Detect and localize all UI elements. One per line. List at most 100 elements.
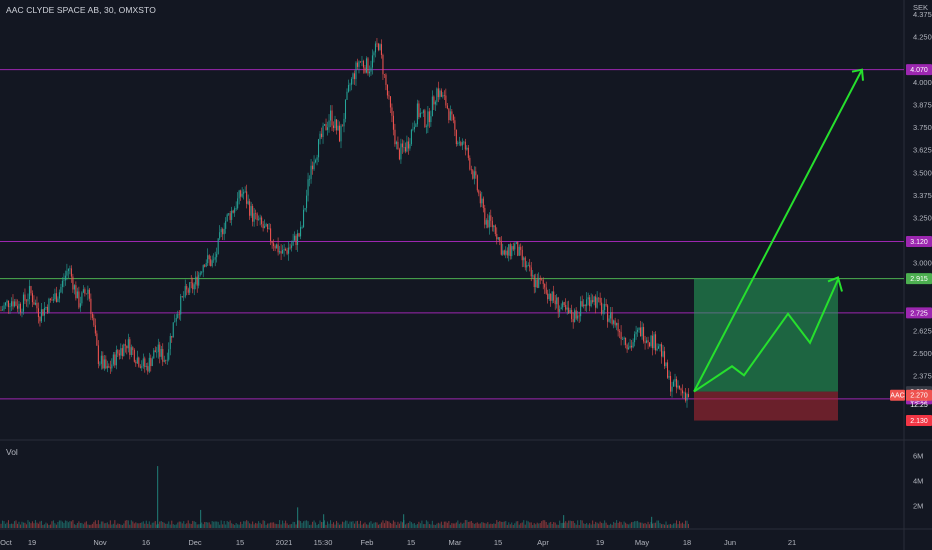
zigzag-projection-arrow[interactable]: [693, 279, 839, 393]
candle-body: [135, 361, 137, 364]
volume-bar: [485, 523, 487, 528]
volume-bar: [671, 524, 673, 528]
volume-bar: [111, 524, 113, 528]
stop-zone[interactable]: [694, 391, 838, 421]
volume-bar: [503, 521, 505, 528]
time-tick-label: Oct: [0, 538, 13, 547]
volume-bar: [0, 523, 2, 528]
volume-bar: [373, 522, 375, 528]
volume-bar: [496, 520, 498, 528]
candle-body: [506, 250, 508, 256]
candle-body: [539, 277, 541, 280]
volume-bar: [398, 523, 400, 528]
candle-body: [641, 327, 643, 337]
price-badge-label: 2.130: [910, 418, 928, 425]
candle-body: [496, 233, 498, 240]
volume-bar: [106, 522, 108, 528]
candle-body: [234, 208, 236, 213]
candle-body: [240, 190, 242, 197]
volume-bar: [222, 524, 224, 528]
volume-bar: [667, 524, 669, 528]
candle-body: [168, 349, 170, 360]
volume-bar: [661, 524, 663, 528]
candle-body: [109, 367, 111, 369]
candle-body: [0, 310, 2, 311]
volume-bar: [544, 520, 546, 528]
candle-body: [265, 224, 267, 227]
candle-body: [88, 289, 90, 299]
candle-body: [210, 259, 212, 267]
candle-body: [640, 327, 642, 337]
volume-bar: [443, 521, 445, 528]
volume-spike: [200, 509, 202, 528]
candle-body: [201, 272, 203, 273]
candle-body: [505, 250, 507, 255]
time-tick-label: 2021: [276, 538, 293, 547]
candle-body: [211, 260, 213, 267]
volume-bar: [195, 522, 197, 528]
zigzag-arrow-head[interactable]: [827, 276, 843, 292]
candle-body: [139, 366, 141, 368]
volume-bar: [294, 521, 296, 528]
volume-bar: [262, 520, 264, 528]
volume-bar: [413, 523, 415, 528]
volume-bar: [255, 522, 257, 528]
volume-bar: [644, 523, 646, 528]
volume-bar: [340, 524, 342, 528]
candle-body: [493, 225, 495, 228]
candle-body: [475, 171, 477, 176]
candle-body: [571, 310, 573, 320]
candle-body: [614, 320, 616, 326]
volume-bar: [303, 521, 305, 528]
projection-arrows[interactable]: [693, 68, 864, 393]
volume-bar: [295, 524, 297, 528]
volume-bar: [60, 520, 62, 528]
candle-body: [243, 192, 245, 194]
volume-bar: [267, 523, 269, 528]
target-zone[interactable]: [694, 278, 838, 392]
volume-bar: [57, 521, 59, 528]
candle-body: [3, 305, 5, 310]
candle-body: [433, 96, 435, 105]
candle-body: [575, 310, 577, 319]
volume-bar: [150, 524, 152, 528]
volume-tick-label: 6M: [913, 452, 923, 461]
candle-body: [106, 366, 108, 369]
candle-body: [502, 250, 504, 255]
volume-bar: [599, 521, 601, 528]
straight-arrow-head[interactable]: [851, 68, 864, 81]
volume-bar: [659, 523, 661, 528]
volume-bar: [109, 520, 111, 528]
candle-body: [195, 276, 197, 285]
candle-body: [34, 302, 36, 305]
chart-title: AAC CLYDE SPACE AB, 30, OMXSTO: [6, 5, 156, 15]
candle-body: [298, 233, 300, 237]
candle-body: [87, 289, 89, 294]
time-tick-label: Feb: [361, 538, 374, 547]
candle-body: [479, 193, 481, 204]
candle-body: [9, 306, 11, 308]
candle-body: [578, 315, 580, 317]
candle-body: [300, 227, 302, 237]
candle-body: [391, 107, 393, 116]
long-position-tool[interactable]: [694, 278, 838, 421]
volume-bar: [617, 522, 619, 528]
candle-body: [635, 331, 637, 335]
candle-body: [544, 283, 546, 288]
price-tick-label: 2.375: [913, 372, 932, 381]
time-tick-label: Apr: [537, 538, 549, 547]
volume-bar: [521, 522, 523, 528]
volume-bar: [481, 522, 483, 528]
volume-bar: [641, 522, 643, 528]
candle-body: [196, 276, 198, 286]
candle-body: [355, 62, 357, 80]
volume-bar: [129, 524, 131, 528]
volume-bar: [415, 524, 417, 528]
straight-projection-arrow[interactable]: [693, 69, 863, 393]
volume-bar: [306, 520, 308, 528]
candle-body: [596, 297, 598, 308]
candle-body: [6, 300, 8, 303]
candle-body: [340, 125, 342, 142]
volume-bar: [649, 524, 651, 528]
